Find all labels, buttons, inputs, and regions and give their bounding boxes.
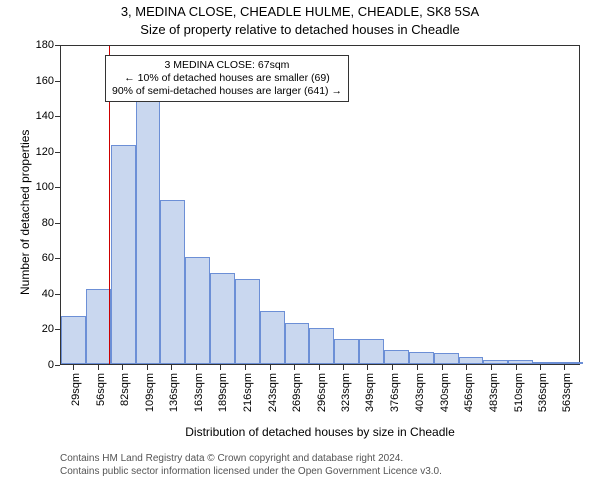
x-tick-mark	[442, 365, 443, 370]
annotation-box: 3 MEDINA CLOSE: 67sqm ← 10% of detached …	[105, 55, 349, 102]
histogram-bar	[483, 360, 508, 364]
x-tick-label: 136sqm	[168, 373, 180, 412]
x-tick-label: 296sqm	[316, 373, 328, 412]
histogram-bar	[285, 323, 310, 364]
y-tick-mark	[55, 294, 60, 295]
x-tick-mark	[294, 365, 295, 370]
chart-title-line1: 3, MEDINA CLOSE, CHEADLE HULME, CHEADLE,…	[0, 4, 600, 20]
histogram-bar	[111, 145, 136, 364]
footer-line2: Contains public sector information licen…	[60, 466, 442, 479]
x-tick-label: 563sqm	[561, 373, 573, 412]
x-tick-label: 56sqm	[95, 373, 107, 406]
histogram-bar	[86, 289, 111, 364]
x-tick-label: 323sqm	[340, 373, 352, 412]
x-tick-mark	[147, 365, 148, 370]
x-tick-mark	[73, 365, 74, 370]
x-tick-mark	[122, 365, 123, 370]
histogram-bar	[136, 80, 161, 364]
x-tick-label: 403sqm	[414, 373, 426, 412]
chart-title-line2: Size of property relative to detached ho…	[0, 22, 600, 38]
y-tick-label: 60	[24, 252, 54, 264]
histogram-bar	[185, 257, 210, 364]
y-tick-label: 20	[24, 323, 54, 335]
x-tick-label: 430sqm	[439, 373, 451, 412]
x-tick-label: 269sqm	[291, 373, 303, 412]
x-tick-mark	[343, 365, 344, 370]
footer-attribution: Contains HM Land Registry data © Crown c…	[60, 453, 442, 478]
x-tick-mark	[417, 365, 418, 370]
annotation-line3: 90% of semi-detached houses are larger (…	[112, 85, 342, 98]
x-tick-label: 510sqm	[513, 373, 525, 412]
y-tick-mark	[55, 258, 60, 259]
histogram-bar	[334, 339, 359, 364]
histogram-bar	[235, 279, 260, 364]
x-tick-mark	[171, 365, 172, 370]
x-tick-label: 349sqm	[364, 373, 376, 412]
x-tick-mark	[245, 365, 246, 370]
x-tick-mark	[392, 365, 393, 370]
x-tick-mark	[98, 365, 99, 370]
x-axis-label: Distribution of detached houses by size …	[60, 425, 580, 439]
chart-stage: 3, MEDINA CLOSE, CHEADLE HULME, CHEADLE,…	[0, 0, 600, 500]
y-tick-mark	[55, 223, 60, 224]
x-tick-label: 109sqm	[144, 373, 156, 412]
y-tick-mark	[55, 81, 60, 82]
x-tick-label: 216sqm	[242, 373, 254, 412]
x-tick-mark	[319, 365, 320, 370]
x-tick-mark	[367, 365, 368, 370]
x-tick-mark	[196, 365, 197, 370]
y-tick-label: 0	[24, 359, 54, 371]
x-tick-label: 456sqm	[463, 373, 475, 412]
y-tick-label: 100	[24, 181, 54, 193]
histogram-bar	[210, 273, 235, 364]
histogram-bar	[260, 311, 285, 364]
histogram-bar	[409, 352, 434, 364]
annotation-line2: ← 10% of detached houses are smaller (69…	[112, 72, 342, 85]
y-tick-label: 40	[24, 288, 54, 300]
y-tick-label: 140	[24, 110, 54, 122]
annotation-line1: 3 MEDINA CLOSE: 67sqm	[112, 59, 342, 72]
histogram-bar	[309, 328, 334, 364]
histogram-bar	[160, 200, 185, 364]
y-tick-mark	[55, 329, 60, 330]
y-tick-label: 180	[24, 39, 54, 51]
y-tick-mark	[55, 187, 60, 188]
histogram-bar	[508, 360, 533, 364]
x-tick-label: 189sqm	[217, 373, 229, 412]
x-tick-label: 536sqm	[537, 373, 549, 412]
x-tick-label: 82sqm	[119, 373, 131, 406]
x-tick-label: 29sqm	[70, 373, 82, 406]
histogram-bar	[434, 353, 459, 364]
footer-line1: Contains HM Land Registry data © Crown c…	[60, 453, 442, 466]
y-tick-mark	[55, 45, 60, 46]
x-tick-mark	[516, 365, 517, 370]
x-tick-mark	[466, 365, 467, 370]
x-tick-mark	[564, 365, 565, 370]
histogram-bar	[459, 357, 484, 364]
y-tick-label: 80	[24, 217, 54, 229]
histogram-bar	[384, 350, 409, 364]
y-tick-label: 120	[24, 146, 54, 158]
x-tick-label: 243sqm	[267, 373, 279, 412]
x-tick-label: 483sqm	[488, 373, 500, 412]
histogram-bar	[533, 362, 558, 364]
x-tick-label: 163sqm	[193, 373, 205, 412]
x-tick-mark	[491, 365, 492, 370]
x-tick-label: 376sqm	[389, 373, 401, 412]
y-tick-mark	[55, 116, 60, 117]
y-tick-label: 160	[24, 75, 54, 87]
x-tick-mark	[540, 365, 541, 370]
histogram-bar	[359, 339, 384, 364]
histogram-bar	[61, 316, 86, 364]
x-tick-mark	[270, 365, 271, 370]
histogram-bar	[558, 362, 583, 364]
x-tick-mark	[220, 365, 221, 370]
y-tick-mark	[55, 152, 60, 153]
y-tick-mark	[55, 365, 60, 366]
